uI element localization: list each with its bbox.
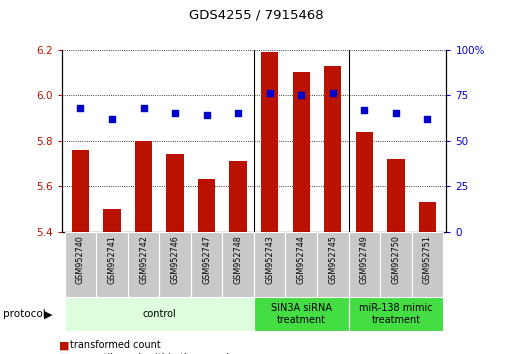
Bar	[292, 72, 310, 232]
Bar	[103, 209, 121, 232]
Bar	[348, 232, 380, 297]
Bar	[254, 232, 285, 297]
Bar	[96, 232, 128, 297]
Point	[203, 112, 211, 118]
Point	[76, 105, 85, 111]
Bar	[356, 132, 373, 232]
Point	[360, 107, 368, 113]
Bar	[348, 297, 443, 331]
Bar	[65, 297, 254, 331]
Point	[171, 110, 179, 116]
Bar	[261, 52, 279, 232]
Bar	[166, 154, 184, 232]
Bar	[72, 150, 89, 232]
Point	[108, 116, 116, 122]
Point	[392, 110, 400, 116]
Text: protocol: protocol	[3, 309, 45, 319]
Point	[423, 116, 431, 122]
Bar	[198, 179, 215, 232]
Text: GSM952745: GSM952745	[328, 235, 337, 284]
Point	[140, 105, 148, 111]
Text: GSM952746: GSM952746	[171, 235, 180, 284]
Bar	[229, 161, 247, 232]
Text: GSM952751: GSM952751	[423, 235, 432, 284]
Text: ■: ■	[59, 340, 69, 350]
Text: ■: ■	[59, 353, 69, 354]
Bar	[411, 232, 443, 297]
Text: transformed count: transformed count	[70, 340, 161, 350]
Text: ▶: ▶	[44, 309, 52, 319]
Bar	[191, 232, 223, 297]
Text: GSM952743: GSM952743	[265, 235, 274, 284]
Text: GSM952749: GSM952749	[360, 235, 369, 284]
Bar	[285, 232, 317, 297]
Bar	[223, 232, 254, 297]
Text: GSM952750: GSM952750	[391, 235, 400, 284]
Bar	[160, 232, 191, 297]
Bar	[324, 65, 342, 232]
Text: GSM952742: GSM952742	[139, 235, 148, 284]
Point	[297, 92, 305, 98]
Text: GSM952741: GSM952741	[108, 235, 116, 284]
Bar	[380, 232, 411, 297]
Text: GSM952744: GSM952744	[297, 235, 306, 284]
Bar	[135, 141, 152, 232]
Text: GSM952740: GSM952740	[76, 235, 85, 284]
Bar	[419, 202, 436, 232]
Text: GSM952748: GSM952748	[233, 235, 243, 284]
Text: GDS4255 / 7915468: GDS4255 / 7915468	[189, 9, 324, 22]
Point	[329, 91, 337, 96]
Bar	[317, 232, 348, 297]
Text: miR-138 mimic
treatment: miR-138 mimic treatment	[359, 303, 432, 325]
Bar	[128, 232, 160, 297]
Bar	[65, 232, 96, 297]
Bar	[254, 297, 348, 331]
Point	[266, 91, 274, 96]
Bar	[387, 159, 405, 232]
Text: SIN3A siRNA
treatment: SIN3A siRNA treatment	[271, 303, 332, 325]
Text: percentile rank within the sample: percentile rank within the sample	[70, 353, 235, 354]
Text: control: control	[143, 309, 176, 319]
Point	[234, 110, 242, 116]
Text: GSM952747: GSM952747	[202, 235, 211, 284]
